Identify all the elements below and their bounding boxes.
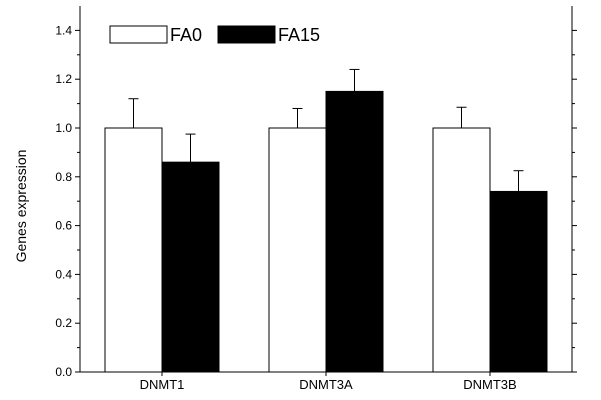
y-tick-label: 0.6 (55, 219, 72, 233)
bars-layer (104, 90, 548, 373)
y-tick-labels: 0.0 0.2 0.4 0.6 0.8 1.0 1.2 1.4 (55, 23, 72, 379)
bar-FA15-DNMT3A (325, 90, 384, 373)
y-axis-title: Genes expression (13, 150, 29, 263)
y-tick-label: 0.2 (55, 316, 72, 330)
bar-FA0-DNMT3A (268, 127, 327, 373)
error-bars-layer (128, 68, 524, 192)
bar-FA15-DNMT1 (161, 161, 220, 373)
legend-label-FA0: FA0 (170, 25, 202, 45)
legend-swatch-FA15 (217, 25, 276, 44)
bar-FA0-DNMT3B (432, 127, 491, 373)
x-label-DNMT3B: DNMT3B (463, 377, 516, 392)
y-tick-label: 1.2 (55, 72, 72, 86)
y-tick-label: 1.4 (55, 23, 72, 37)
legend-swatch-FA0 (109, 25, 168, 44)
legend-label-FA15: FA15 (278, 25, 320, 45)
bar-FA15-DNMT3B (489, 190, 548, 373)
axes (75, 6, 577, 376)
legend: FA0 FA15 (109, 25, 320, 45)
x-label-DNMT3A: DNMT3A (299, 377, 353, 392)
y-tick-label: 1.0 (55, 121, 72, 135)
y-tick-label: 0.4 (55, 267, 72, 281)
y-tick-label: 0.8 (55, 170, 72, 184)
x-label-DNMT1: DNMT1 (140, 377, 185, 392)
bar-FA0-DNMT1 (104, 127, 163, 373)
y-tick-label: 0.0 (55, 365, 72, 379)
x-category-labels: DNMT1 DNMT3A DNMT3B (140, 377, 517, 392)
